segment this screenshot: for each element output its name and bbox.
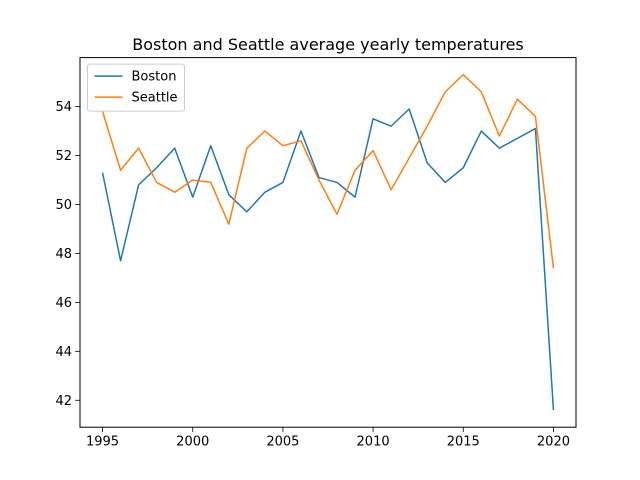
y-tick-label: 52 — [55, 149, 72, 164]
legend: Boston Seattle — [87, 63, 185, 112]
y-tick-label: 46 — [55, 296, 72, 311]
y-tick-label: 50 — [55, 198, 72, 213]
x-tick-label: 1995 — [86, 435, 119, 450]
x-axis: 1995 2000 2005 2010 2015 2020 — [86, 427, 570, 450]
series-line-seattle — [101, 73, 555, 269]
legend-label-boston: Boston — [132, 70, 177, 85]
y-tick-label: 44 — [55, 345, 72, 360]
x-tick-label: 2005 — [266, 435, 299, 450]
x-tick-label: 2020 — [537, 435, 570, 450]
y-tick-label: 48 — [55, 247, 72, 262]
y-axis: 42 44 46 48 50 52 54 — [55, 100, 80, 409]
x-tick-label: 2010 — [357, 435, 390, 450]
y-tick-label: 54 — [55, 100, 72, 115]
x-tick-label: 2015 — [447, 435, 480, 450]
plot-frame — [79, 57, 577, 428]
x-tick-label: 2000 — [176, 435, 209, 450]
chart-title: Boston and Seattle average yearly temper… — [132, 35, 524, 54]
legend-label-seattle: Seattle — [132, 91, 178, 106]
y-tick-label: 42 — [55, 394, 72, 409]
series-line-boston — [101, 108, 555, 411]
plot-lines — [101, 73, 555, 411]
